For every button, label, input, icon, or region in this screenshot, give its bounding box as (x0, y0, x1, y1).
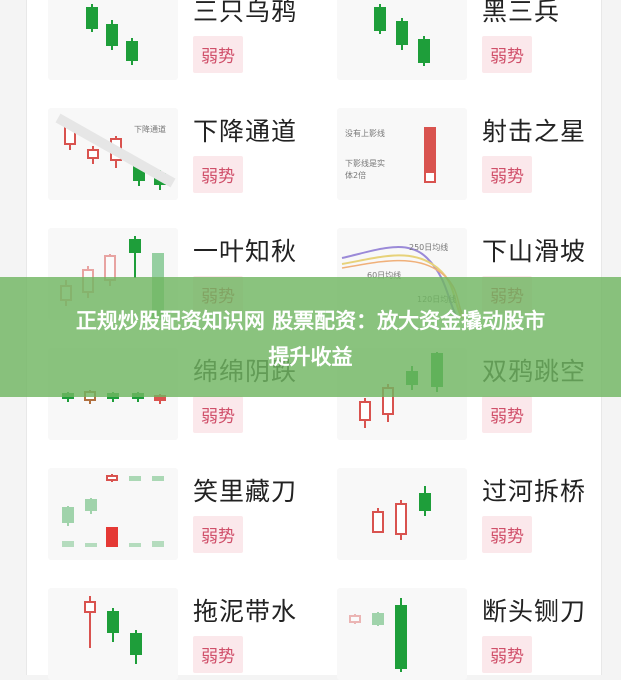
candlestick (106, 474, 118, 482)
pattern-thumbnail (48, 468, 178, 560)
title-banner: 正规炒股配资知识网 股票配资：放大资金撬动股市 提升收益 (0, 277, 621, 397)
candlestick (359, 398, 371, 428)
annotation-label: 下影线是实 (345, 159, 385, 168)
annotation-label: 没有上影线 (345, 129, 385, 138)
candlestick (86, 4, 98, 32)
candlestick (85, 498, 97, 514)
pattern-card: 笑里藏刀 弱势 (48, 468, 328, 560)
pattern-thumbnail (337, 588, 467, 680)
candlestick-chart (349, 598, 407, 672)
candlestick-chart (55, 113, 176, 190)
pattern-thumbnail (337, 468, 467, 560)
candlestick (84, 596, 96, 648)
trend-badge: 弱势 (193, 636, 243, 673)
annotation-label: 下降通道 (134, 125, 166, 134)
banner-line-2: 提升收益 (268, 345, 353, 369)
candlestick (374, 4, 386, 34)
candlestick (152, 476, 164, 481)
candlestick-chart (84, 596, 142, 664)
pattern-title: 一叶知秋 (193, 237, 298, 266)
pattern-title: 三只乌鸦 (193, 0, 298, 26)
pattern-card: 过河拆桥 弱势 (337, 468, 617, 560)
candlestick (130, 630, 142, 664)
pattern-title: 下降通道 (193, 117, 298, 146)
pattern-title: 黑三兵 (482, 0, 561, 26)
trend-badge: 弱势 (482, 36, 532, 73)
trend-badge: 弱势 (193, 396, 243, 433)
candlestick-chart (372, 486, 431, 540)
candlestick (418, 36, 430, 66)
candlestick (372, 508, 384, 533)
pattern-title: 下山滑坡 (482, 237, 587, 266)
pattern-title: 拖泥带水 (193, 597, 298, 626)
candlestick (87, 146, 99, 164)
candlestick (396, 18, 408, 50)
pattern-thumbnail (48, 0, 178, 80)
annotation-label: 250日均线 (409, 243, 449, 252)
candlestick (349, 614, 361, 624)
annotation-label: 体2倍 (345, 171, 367, 180)
candlestick (126, 38, 138, 65)
pattern-title: 过河拆桥 (482, 477, 587, 506)
pattern-card: 黑三兵 弱势 (337, 0, 617, 80)
pattern-title: 断头铡刀 (482, 597, 587, 626)
pattern-card: 断头铡刀 弱势 (337, 588, 617, 680)
candlestick (62, 541, 74, 547)
candlestick (129, 236, 141, 278)
candlestick (129, 543, 141, 547)
pattern-thumbnail: 下降通道 (48, 108, 178, 200)
trend-badge: 弱势 (482, 636, 532, 673)
pattern-title: 射击之星 (482, 117, 587, 146)
candlestick (424, 127, 436, 175)
candlestick (85, 543, 97, 547)
candlestick (424, 171, 436, 183)
pattern-card: 拖泥带水 弱势 (48, 588, 328, 680)
pattern-thumbnail (48, 588, 178, 680)
candlestick-chart (62, 474, 164, 547)
annotation-label: 60日均线 (367, 271, 402, 280)
candlestick-chart (86, 4, 138, 65)
candlestick (419, 486, 431, 516)
candlestick (152, 541, 164, 547)
trend-badge: 弱势 (193, 516, 243, 553)
candlestick (106, 20, 118, 50)
trend-badge: 弱势 (193, 156, 243, 193)
candlestick-chart (424, 127, 436, 183)
candlestick (129, 476, 141, 481)
pattern-card: 三只乌鸦 弱势 (48, 0, 328, 80)
trend-badge: 弱势 (482, 516, 532, 553)
pattern-thumbnail (337, 0, 467, 80)
candlestick (395, 500, 407, 540)
banner-title: 正规炒股配资知识网 股票配资：放大资金撬动股市 提升收益 (0, 303, 621, 375)
trend-badge: 弱势 (482, 396, 532, 433)
pattern-title: 笑里藏刀 (193, 477, 298, 506)
candlestick (106, 527, 118, 547)
channel-line (55, 113, 176, 188)
banner-line-1: 正规炒股配资知识网 股票配资：放大资金撬动股市 (75, 309, 546, 333)
candlestick-chart (374, 4, 430, 66)
pattern-thumbnail: 没有上影线下影线是实体2倍 (337, 108, 467, 200)
candlestick (107, 608, 119, 642)
trend-badge: 弱势 (193, 36, 243, 73)
candlestick (372, 612, 384, 626)
trend-badge: 弱势 (482, 156, 532, 193)
pattern-card: 没有上影线 下影线是实 体2倍 射击之星 弱势 (337, 108, 617, 200)
candlestick (395, 598, 407, 672)
candlestick (62, 506, 74, 526)
pattern-card: 下降通道 下降通道弱势 (48, 108, 328, 200)
